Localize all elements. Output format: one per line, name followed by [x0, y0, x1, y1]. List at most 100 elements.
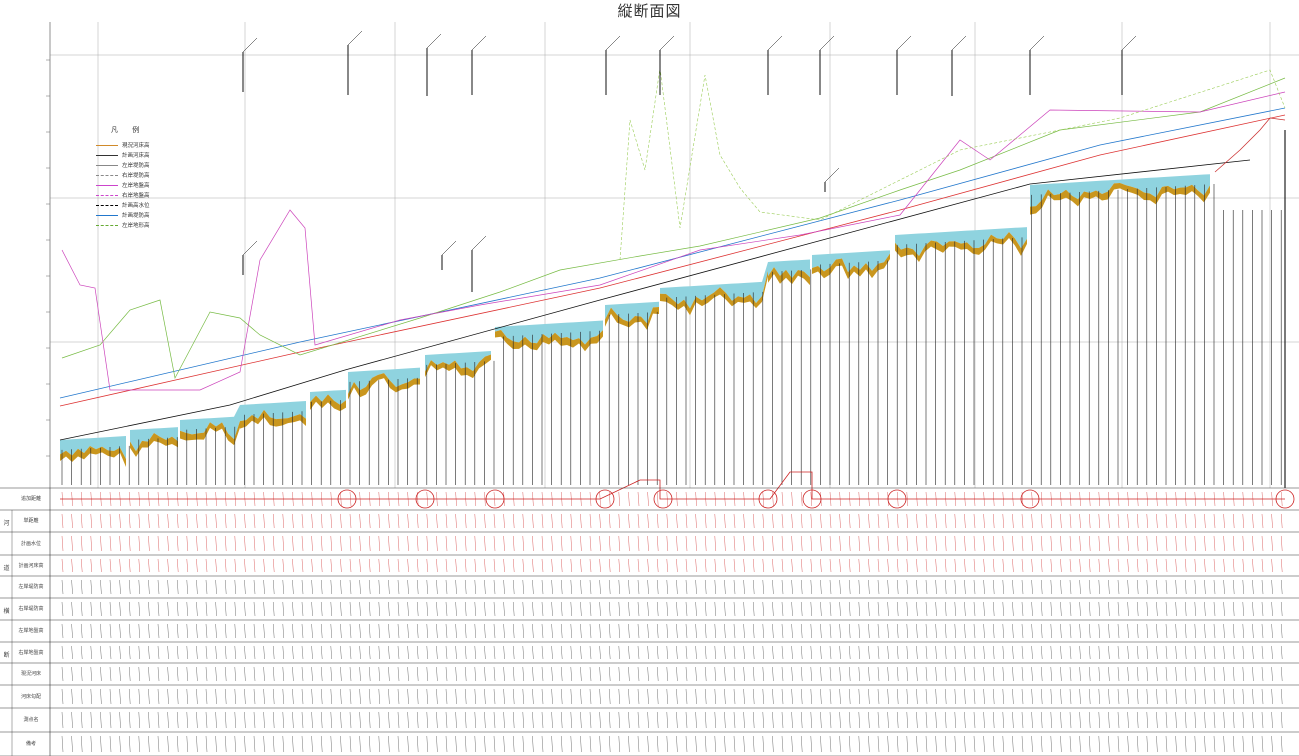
table-cell-mark [551, 513, 553, 529]
table-cell-mark [225, 688, 227, 705]
table-cell-mark [916, 645, 918, 660]
table-cell-mark [791, 623, 793, 639]
table-cell-mark [551, 711, 553, 729]
table-cell-mark [618, 601, 620, 617]
table-cell-mark [714, 623, 716, 639]
table-row-label: 右岸堤防高 [18, 606, 44, 612]
table-cell-mark [1012, 491, 1014, 507]
table-cell-mark [1079, 535, 1081, 552]
table-cell-mark [714, 601, 716, 617]
table-cell-mark [973, 579, 976, 595]
table-cell-mark [244, 623, 246, 639]
table-cell-mark [177, 645, 179, 660]
table-cell-mark [1127, 666, 1129, 682]
table-cell-mark [359, 688, 361, 705]
table-cell-mark [253, 666, 256, 682]
table-cell-mark [753, 491, 755, 507]
table-cell-mark [695, 666, 697, 682]
table-cell-mark [177, 735, 179, 753]
table-cell-mark [417, 735, 419, 753]
table-cell-mark [791, 601, 793, 617]
table-cell-mark [705, 491, 707, 507]
table-cell-mark [772, 579, 774, 595]
table-cell-mark [1261, 711, 1264, 729]
table-cell-mark [455, 601, 457, 617]
table-cell-mark [743, 735, 745, 753]
table-cell-mark [791, 491, 793, 507]
table-cell-mark [340, 666, 342, 682]
table-cell-mark [657, 711, 659, 729]
table-cell-mark [1050, 513, 1052, 529]
table-cell-mark [196, 623, 198, 639]
table-cell-mark [1185, 513, 1187, 529]
table-cell-mark [1060, 601, 1062, 617]
table-cell-mark [1185, 579, 1187, 595]
table-cell-mark [1089, 711, 1091, 729]
table-cell-mark [781, 579, 784, 595]
table-cell-mark [714, 513, 716, 529]
table-cell-mark [1252, 601, 1254, 617]
table-cell-mark [897, 535, 899, 552]
table-cell-mark [772, 688, 774, 705]
table-cell-mark [1127, 513, 1129, 529]
table-cell-mark [407, 491, 409, 507]
table-cell-mark [61, 666, 64, 682]
table-cell-mark [897, 601, 899, 617]
table-cell-mark [263, 558, 265, 573]
table-cell-mark [580, 735, 582, 753]
table-cell-mark [637, 735, 640, 753]
table-cell-mark [935, 735, 937, 753]
table-cell-mark [993, 579, 995, 595]
table-cell-mark [733, 623, 736, 639]
table-cell-mark [474, 601, 476, 617]
table-cell-mark [503, 623, 505, 639]
table-cell-mark [484, 623, 486, 639]
table-group-label: 横 [3, 608, 10, 615]
table-cell-mark [282, 513, 284, 529]
table-cell-mark [321, 623, 323, 639]
table-cell-mark [177, 491, 179, 507]
table-cell-mark [369, 579, 371, 595]
table-cell-mark [301, 535, 304, 552]
table-cell-mark [61, 711, 64, 729]
table-cell-mark [157, 601, 160, 617]
table-cell-mark [954, 735, 956, 753]
table-cell-mark [436, 645, 438, 660]
table-cell-mark [772, 558, 774, 573]
table-cell-mark [100, 535, 102, 552]
table-cell-mark [551, 558, 553, 573]
table-cell-mark [541, 579, 544, 595]
table-cell-mark [849, 711, 851, 729]
table-cell-mark [781, 645, 784, 660]
table-cell-mark [1012, 645, 1014, 660]
table-cell-mark [532, 666, 534, 682]
table-cell-mark [647, 601, 649, 617]
table-cell-mark [1204, 558, 1206, 573]
table-cell-mark [263, 623, 265, 639]
table-cell-mark [781, 666, 784, 682]
table-cell-mark [1137, 601, 1139, 617]
table-cell-mark [1223, 735, 1225, 753]
table-cell-mark [244, 513, 246, 529]
table-cell-mark [311, 513, 313, 529]
table-cell-mark [628, 735, 630, 753]
table-cell-mark [1175, 513, 1177, 529]
table-cell-mark [570, 666, 572, 682]
table-cell-mark [1175, 558, 1177, 573]
table-cell-mark [858, 491, 860, 507]
table-cell-mark [993, 735, 995, 753]
table-cell-mark [1117, 513, 1120, 529]
table-cell-mark [129, 558, 131, 573]
table-cell-mark [225, 666, 227, 682]
table-cell-mark [762, 645, 764, 660]
table-cell-mark [849, 513, 851, 529]
table-cell-mark [868, 735, 870, 753]
table-cell-mark [868, 579, 870, 595]
table-cell-mark [1271, 623, 1273, 639]
legend-item-label: 計画河床高 [122, 153, 150, 159]
table-cell-mark [1060, 623, 1062, 639]
table-cell-mark [637, 688, 640, 705]
table-cell-mark [906, 711, 908, 729]
table-cell-mark [330, 735, 332, 753]
table-cell-mark [609, 666, 611, 682]
